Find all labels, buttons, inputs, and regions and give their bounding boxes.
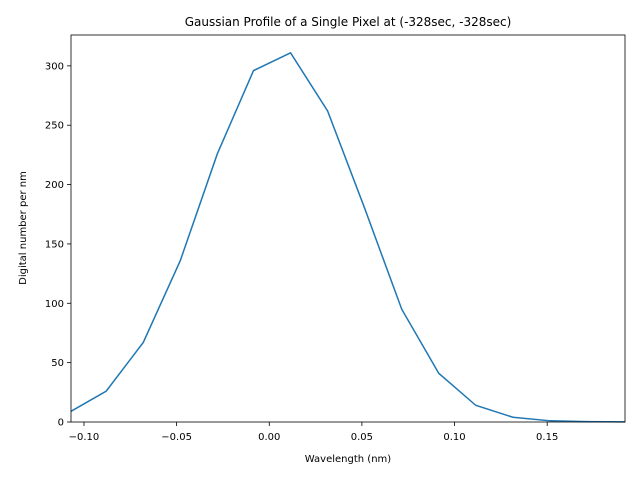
y-tick-label: 200 (45, 180, 64, 191)
y-tick-label: 100 (45, 299, 64, 310)
x-tick-label: 0.15 (536, 432, 558, 443)
y-tick-label: 300 (45, 61, 64, 72)
y-tick-label: 0 (58, 418, 64, 429)
series-line-0 (70, 51, 626, 423)
x-tick-label: 0.00 (258, 432, 280, 443)
y-axis-label: Digital number per nm (18, 171, 29, 285)
x-axis-label: Wavelength (nm) (305, 454, 391, 465)
x-tick-label: 0.10 (443, 432, 465, 443)
x-tick-label: −0.05 (161, 432, 192, 443)
x-tick-label: −0.10 (69, 432, 100, 443)
chart-title: Gaussian Profile of a Single Pixel at (-… (185, 15, 512, 29)
x-tick-label: 0.05 (351, 432, 373, 443)
y-tick-label: 50 (51, 358, 64, 369)
y-tick-label: 150 (45, 239, 64, 250)
plot-frame (70, 34, 626, 423)
y-tick-label: 250 (45, 121, 64, 132)
